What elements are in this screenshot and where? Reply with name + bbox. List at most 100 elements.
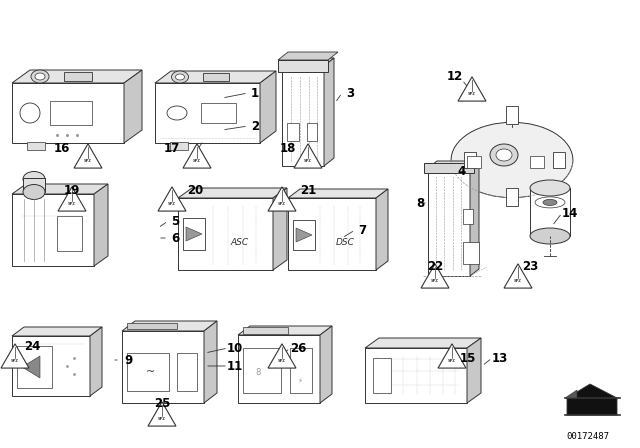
Text: 10: 10 [227,341,243,354]
Polygon shape [438,344,466,368]
Text: 19: 19 [64,184,80,197]
Bar [530,156,544,168]
Polygon shape [320,326,332,403]
Polygon shape [278,52,338,60]
Bar [287,123,299,141]
Polygon shape [74,144,102,168]
Text: 26: 26 [290,341,306,354]
Polygon shape [273,188,287,270]
Bar [64,72,92,81]
Bar [12,336,90,396]
Polygon shape [470,161,479,276]
Polygon shape [288,189,388,198]
Polygon shape [12,184,108,194]
Polygon shape [155,71,276,83]
Ellipse shape [167,106,187,120]
Text: 25: 25 [154,396,170,409]
Ellipse shape [490,144,518,166]
Bar [12,194,94,266]
Bar [27,142,45,150]
Bar [307,123,317,141]
Text: 23: 23 [522,259,538,272]
Text: 11: 11 [227,359,243,372]
Polygon shape [428,161,479,168]
Text: 14: 14 [562,207,578,220]
Polygon shape [260,71,276,143]
Bar [127,353,169,391]
Text: 7: 7 [358,224,366,237]
Bar [465,152,476,168]
Bar [365,348,467,403]
Bar [238,335,320,403]
Ellipse shape [23,185,45,199]
Bar [201,103,236,123]
Ellipse shape [172,71,189,83]
Text: SPZ: SPZ [193,159,201,163]
Text: SPZ: SPZ [304,159,312,163]
Polygon shape [58,187,86,211]
Ellipse shape [530,228,570,244]
Ellipse shape [35,73,45,80]
Polygon shape [122,321,217,331]
Polygon shape [204,321,217,403]
Bar [463,242,479,264]
Polygon shape [90,327,102,396]
Polygon shape [178,188,287,198]
Text: 5: 5 [171,215,179,228]
Text: SPZ: SPZ [68,202,76,206]
Polygon shape [296,228,312,242]
Text: 20: 20 [187,184,203,197]
Polygon shape [268,187,296,211]
Bar [23,178,45,192]
Bar [290,348,312,393]
Bar [373,358,391,393]
Text: 15: 15 [460,352,476,365]
Polygon shape [365,338,481,348]
Ellipse shape [496,149,512,161]
Text: 13: 13 [492,352,508,365]
Text: 17: 17 [164,142,180,155]
Text: 16: 16 [54,142,70,155]
Ellipse shape [530,180,570,196]
Bar [243,327,288,334]
Polygon shape [1,344,29,368]
Text: SPZ: SPZ [448,358,456,362]
Polygon shape [565,390,577,398]
Bar [177,353,197,391]
Polygon shape [12,327,102,336]
Text: SPZ: SPZ [278,202,286,206]
Bar [552,152,564,168]
Bar [278,60,328,72]
Text: 1: 1 [251,86,259,99]
Bar [463,209,473,224]
Polygon shape [467,338,481,403]
Polygon shape [282,58,334,66]
Text: SPZ: SPZ [431,279,439,283]
Polygon shape [186,227,202,241]
Text: 3: 3 [346,86,354,99]
Polygon shape [124,70,142,143]
Bar [288,198,376,270]
Text: SPZ: SPZ [168,202,176,206]
Text: 4: 4 [458,164,466,177]
Polygon shape [421,264,449,288]
Bar [12,83,124,143]
Bar [506,106,518,124]
Ellipse shape [535,197,565,208]
Bar [428,168,470,276]
Bar [17,346,52,388]
Bar [50,101,92,125]
Text: ~: ~ [145,367,155,377]
Polygon shape [183,144,211,168]
Text: 22: 22 [427,259,443,272]
Text: SPZ: SPZ [514,279,522,283]
Polygon shape [238,326,332,335]
Ellipse shape [451,122,573,198]
Text: 21: 21 [300,184,316,197]
Text: 2: 2 [251,120,259,133]
Polygon shape [158,187,186,211]
Polygon shape [504,264,532,288]
Text: SPZ: SPZ [84,159,92,163]
Bar [424,163,474,173]
Text: 6: 6 [171,232,179,245]
